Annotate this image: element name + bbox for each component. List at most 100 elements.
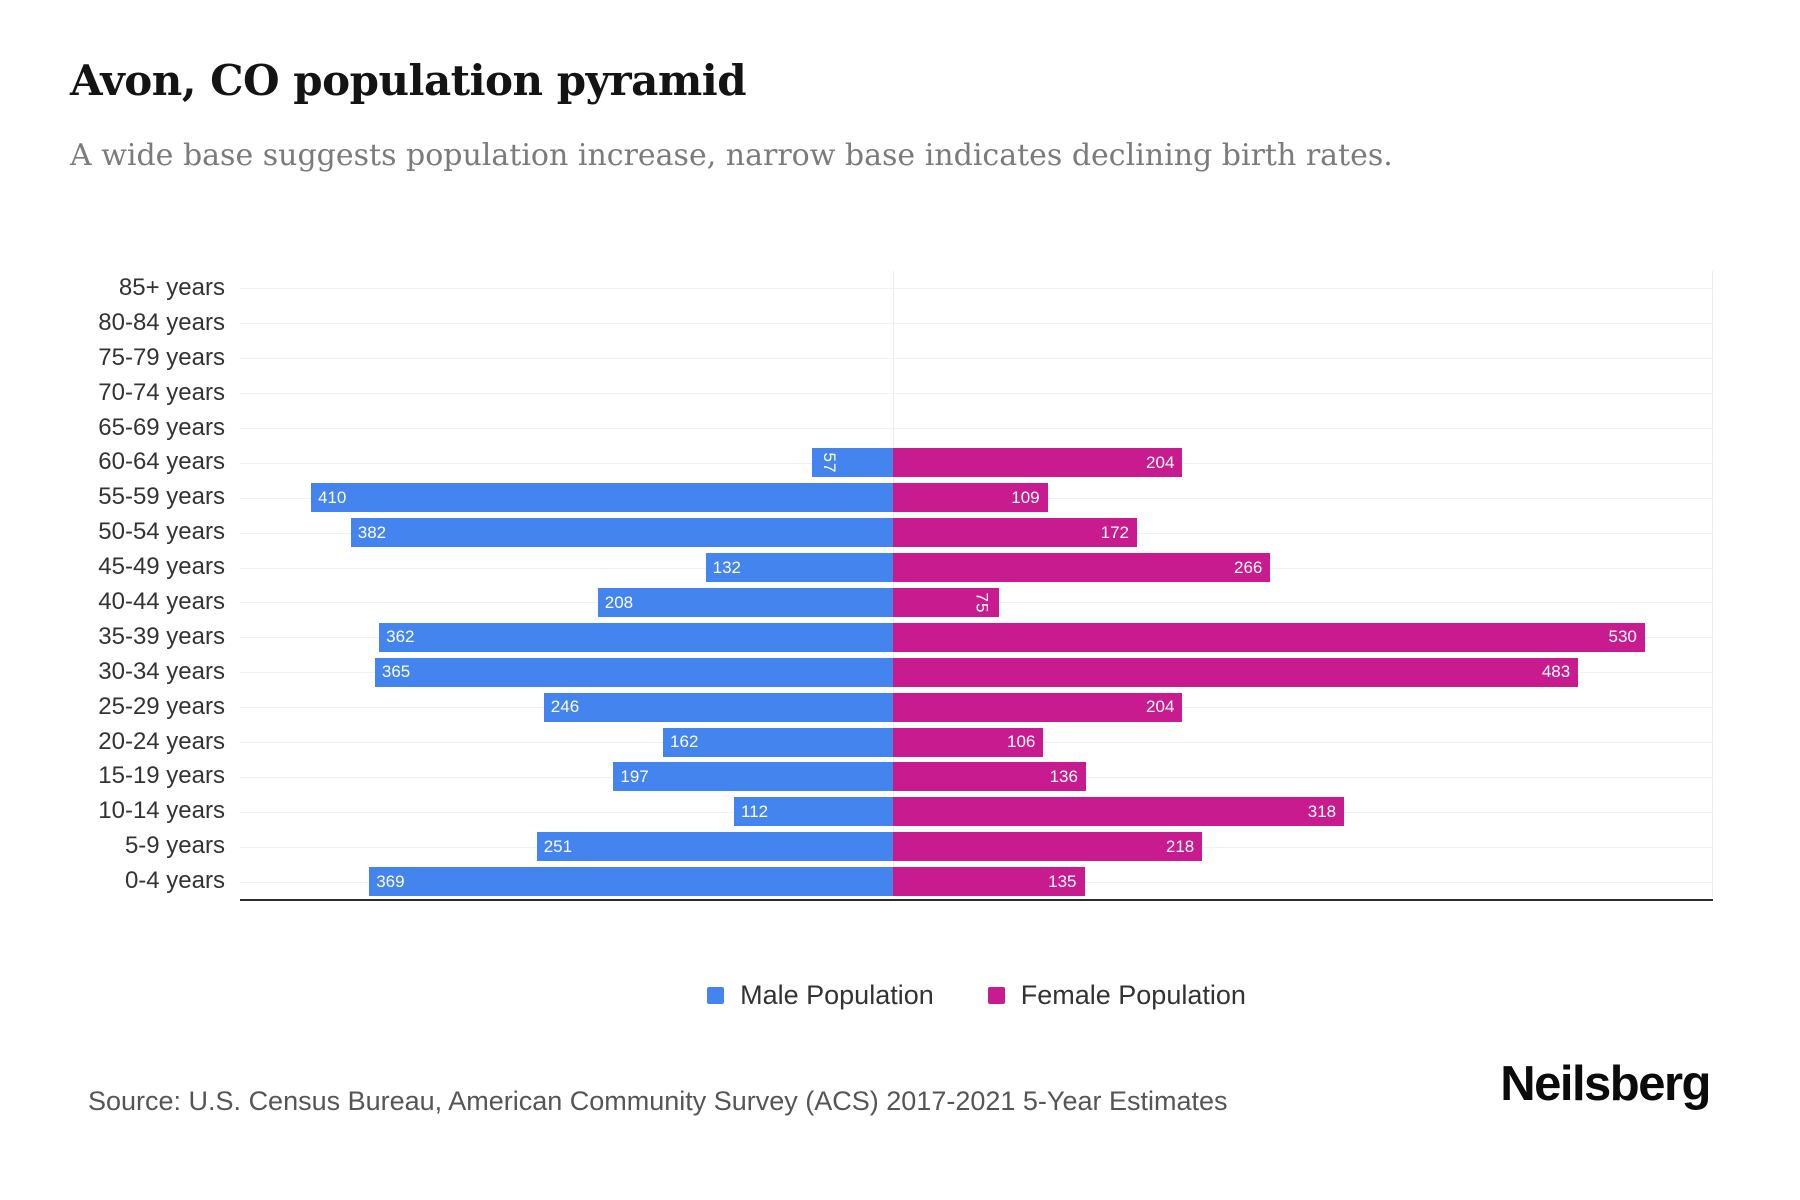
male-bar[interactable]: 208 [597,588,893,618]
female-bar-value: 204 [1146,452,1175,472]
age-group-label: 30-34 years [98,657,225,685]
pyramid-row: 10-14 years 112 318 [70,794,1713,829]
male-bar[interactable]: 382 [350,518,893,548]
source-attribution: Source: U.S. Census Bureau, American Com… [88,1086,1228,1116]
male-bar[interactable]: 410 [310,483,893,513]
pyramid-row: 45-49 years 132 266 [70,550,1713,585]
row-band: 132 266 [240,550,1713,585]
pyramid-row: 25-29 years 246 204 [70,690,1713,725]
female-bar[interactable]: 204 [893,448,1183,478]
female-bar[interactable]: 135 [893,867,1085,897]
male-bar-value: 132 [712,557,741,577]
population-pyramid-plot: 85+ years 80-84 years 75-79 years 70-74 yea… [70,271,1713,901]
female-bar-value: 266 [1233,557,1263,577]
male-bar-value: 162 [670,732,699,752]
pyramid-row: 35-39 years 362 530 [70,620,1713,655]
age-group-label: 5-9 years [124,832,225,860]
male-legend-swatch [707,987,725,1004]
chart-subtitle: A wide base suggests population increase… [70,138,1393,173]
pyramid-row: 20-24 years 162 106 [70,725,1713,760]
female-bar[interactable]: 75 [893,588,1000,618]
male-bar[interactable]: 197 [613,762,893,792]
age-group-label: 70-74 years [98,378,225,406]
male-legend-label: Male Population [740,980,934,1010]
row-band: 365 483 [240,655,1713,690]
row-band: 162 106 [240,725,1713,760]
row-band: 369 135 [240,864,1713,899]
male-bar[interactable]: 369 [369,867,893,897]
row-band [240,341,1713,376]
age-group-label: 10-14 years [98,797,225,825]
age-group-label: 85+ years [118,274,225,301]
right-edge-gridline [1712,271,1713,897]
male-bar-value: 246 [550,697,580,717]
male-bar[interactable]: 246 [543,692,893,722]
female-bar[interactable]: 109 [893,483,1048,513]
female-bar[interactable]: 218 [893,832,1203,862]
male-bar-value: 410 [317,487,347,507]
male-bar-value: 251 [543,836,573,856]
age-group-label: 0-4 years [124,867,225,895]
row-gridline [240,323,1713,325]
female-bar[interactable]: 172 [893,518,1137,548]
pyramid-row: 75-79 years [70,341,1713,376]
male-bar[interactable]: 132 [705,553,893,583]
chart-legend: Male Population Female Population [240,980,1713,1011]
female-legend-label: Female Population [1020,980,1246,1010]
female-bar[interactable]: 483 [893,657,1579,687]
female-bar[interactable]: 204 [893,692,1183,722]
row-band [240,306,1713,341]
row-band: 246 204 [240,690,1713,725]
age-group-label: 15-19 years [98,762,225,790]
male-bar-value: 382 [357,522,387,542]
male-bar[interactable]: 362 [379,622,893,652]
row-band [240,376,1713,411]
male-bar[interactable]: 112 [734,797,893,827]
female-bar-value: 483 [1541,662,1571,682]
pyramid-row: 55-59 years 410 109 [70,480,1713,515]
female-legend-swatch [987,987,1005,1004]
pyramid-row: 15-19 years 197 136 [70,759,1713,794]
female-bar[interactable]: 266 [893,553,1271,583]
legend-item-male[interactable]: Male Population [707,980,934,1011]
male-bar-value: 208 [604,592,634,612]
female-bar[interactable]: 136 [893,762,1086,792]
pyramid-row: 85+ years [70,271,1713,306]
female-bar-value: 530 [1608,627,1637,647]
male-bar[interactable]: 57 [812,448,893,478]
male-bar-value: 369 [376,871,405,891]
age-group-label: 50-54 years [98,518,225,546]
age-group-label: 75-79 years [98,343,225,371]
female-bar-value: 318 [1307,801,1337,821]
age-group-label: 25-29 years [98,692,225,720]
pyramid-row: 70-74 years [70,376,1713,411]
female-bar-value: 204 [1146,697,1175,717]
male-bar-value: 57 [820,452,840,474]
age-group-label: 40-44 years [98,588,225,616]
female-bar-value: 172 [1100,522,1129,542]
female-bar-value: 136 [1049,766,1078,786]
legend-item-female[interactable]: Female Population [987,980,1246,1011]
row-band: 112 318 [240,794,1713,829]
male-bar-value: 197 [620,766,649,786]
age-group-label: 80-84 years [98,308,225,336]
pyramid-row: 65-69 years [70,411,1713,446]
female-bar-value: 135 [1048,871,1077,891]
age-group-label: 20-24 years [98,727,225,755]
male-bar-value: 365 [381,662,411,682]
male-bar[interactable]: 162 [663,727,893,757]
row-gridline [240,288,1713,290]
male-bar[interactable]: 251 [536,832,893,862]
pyramid-row: 30-34 years 365 483 [70,655,1713,690]
row-gridline [240,428,1713,429]
female-bar-value: 75 [972,592,992,613]
x-axis-line [240,899,1713,901]
neilsberg-logo[interactable]: Neilsberg [1500,1057,1711,1111]
male-bar[interactable]: 365 [374,657,893,687]
female-bar[interactable]: 530 [893,622,1645,652]
female-bar-value: 218 [1165,836,1195,856]
age-group-label: 35-39 years [98,622,225,650]
female-bar[interactable]: 318 [893,797,1345,827]
female-bar-value: 106 [1007,732,1036,752]
female-bar[interactable]: 106 [893,727,1044,757]
